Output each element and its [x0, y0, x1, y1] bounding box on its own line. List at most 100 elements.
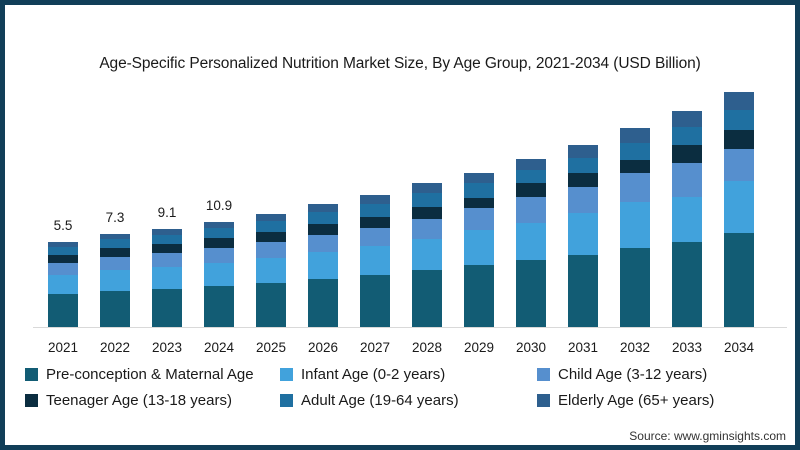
segment-2025-series-1 [256, 258, 286, 283]
segment-2026-series-3 [308, 224, 338, 235]
segment-2028-series-1 [412, 239, 442, 270]
segment-2033-series-0 [672, 242, 702, 327]
legend-item-3: Teenager Age (13-18 years) [25, 392, 280, 409]
segment-2024-series-4 [204, 228, 234, 238]
segment-2027-series-5 [360, 195, 390, 204]
segment-2024-series-1 [204, 263, 234, 286]
legend-label: Teenager Age (13-18 years) [46, 392, 232, 409]
bar-2022 [100, 234, 130, 327]
value-label-2023: 9.1 [157, 205, 177, 220]
segment-2032-series-0 [620, 248, 650, 327]
x-axis-line [33, 327, 787, 328]
segment-2025-series-3 [256, 232, 286, 242]
segment-2026-series-4 [308, 212, 338, 224]
segment-2031-series-2 [568, 187, 598, 213]
segment-2023-series-5 [152, 229, 182, 235]
segment-2024-series-2 [204, 248, 234, 263]
segment-2028-series-0 [412, 270, 442, 327]
legend-label: Pre-conception & Maternal Age [46, 366, 254, 383]
segment-2025-series-0 [256, 283, 286, 327]
segment-2034-series-1 [724, 181, 754, 233]
segment-2027-series-1 [360, 246, 390, 275]
segment-2030-series-0 [516, 260, 546, 327]
segment-2034-series-3 [724, 130, 754, 149]
bar-2024 [204, 222, 234, 327]
x-tick-label-2022: 2022 [99, 340, 131, 355]
bar-2023 [152, 229, 182, 327]
segment-2026-series-0 [308, 279, 338, 327]
bar-2030 [516, 159, 546, 327]
chart-title: Age-Specific Personalized Nutrition Mark… [99, 55, 701, 72]
segment-2026-series-2 [308, 235, 338, 252]
legend-swatch-icon [537, 368, 550, 381]
segment-2031-series-5 [568, 145, 598, 158]
segment-2032-series-1 [620, 202, 650, 248]
bar-2025 [256, 214, 286, 327]
value-label-2021: 5.5 [53, 218, 73, 233]
segment-2025-series-5 [256, 214, 286, 221]
segment-2021-series-0 [48, 294, 78, 327]
segment-2030-series-1 [516, 223, 546, 260]
segment-2030-series-3 [516, 183, 546, 197]
value-label-2022: 7.3 [105, 210, 125, 225]
bar-2028 [412, 183, 442, 327]
x-tick-label-2031: 2031 [567, 340, 599, 355]
segment-2022-series-0 [100, 291, 130, 327]
legend-item-1: Infant Age (0-2 years) [280, 366, 537, 383]
segment-2022-series-3 [100, 248, 130, 257]
stacked-bar-chart: 5.5 2021 7.3 2022 9.1 2023 10.9 2024 2025 2026 202… [5, 5, 795, 445]
segment-2032-series-5 [620, 128, 650, 143]
segment-2029-series-2 [464, 208, 494, 230]
segment-2022-series-2 [100, 257, 130, 270]
segment-2029-series-3 [464, 198, 494, 208]
segment-2032-series-4 [620, 143, 650, 160]
segment-2028-series-4 [412, 193, 442, 207]
segment-2025-series-4 [256, 221, 286, 232]
bar-2034 [724, 92, 754, 327]
bar-2027 [360, 195, 390, 327]
bar-2021 [48, 242, 78, 327]
legend-label: Child Age (3-12 years) [558, 366, 708, 383]
legend-label: Adult Age (19-64 years) [301, 392, 459, 409]
segment-2024-series-3 [204, 238, 234, 248]
segment-2029-series-1 [464, 230, 494, 265]
legend-item-0: Pre-conception & Maternal Age [25, 366, 280, 383]
x-tick-label-2034: 2034 [723, 340, 755, 355]
legend-item-4: Adult Age (19-64 years) [280, 392, 537, 409]
legend-label: Infant Age (0-2 years) [301, 366, 446, 383]
segment-2023-series-4 [152, 235, 182, 244]
x-tick-label-2026: 2026 [307, 340, 339, 355]
segment-2021-series-5 [48, 242, 78, 247]
segment-2033-series-4 [672, 127, 702, 145]
segment-2029-series-0 [464, 265, 494, 327]
segment-2029-series-5 [464, 173, 494, 183]
segment-2026-series-5 [308, 204, 338, 212]
segment-2028-series-2 [412, 219, 442, 239]
segment-2030-series-5 [516, 159, 546, 170]
x-tick-label-2027: 2027 [359, 340, 391, 355]
segment-2022-series-5 [100, 234, 130, 239]
segment-2027-series-3 [360, 217, 390, 228]
segment-2021-series-2 [48, 263, 78, 275]
segment-2025-series-2 [256, 242, 286, 258]
segment-2028-series-5 [412, 183, 442, 193]
value-label-2024: 10.9 [205, 198, 233, 213]
legend-swatch-icon [25, 394, 38, 407]
segment-2031-series-0 [568, 255, 598, 327]
source-attribution: Source: www.gminsights.com [629, 429, 786, 443]
segment-2033-series-5 [672, 111, 702, 127]
segment-2023-series-0 [152, 289, 182, 327]
segment-2034-series-0 [724, 233, 754, 327]
segment-2027-series-4 [360, 204, 390, 217]
x-tick-label-2023: 2023 [151, 340, 183, 355]
legend-swatch-icon [537, 394, 550, 407]
segment-2031-series-4 [568, 158, 598, 173]
segment-2033-series-2 [672, 163, 702, 197]
legend-label: Elderly Age (65+ years) [558, 392, 715, 409]
segment-2024-series-0 [204, 286, 234, 327]
segment-2022-series-1 [100, 270, 130, 291]
legend-item-2: Child Age (3-12 years) [537, 366, 790, 383]
x-tick-label-2024: 2024 [203, 340, 235, 355]
segment-2033-series-3 [672, 145, 702, 163]
bar-2032 [620, 128, 650, 327]
